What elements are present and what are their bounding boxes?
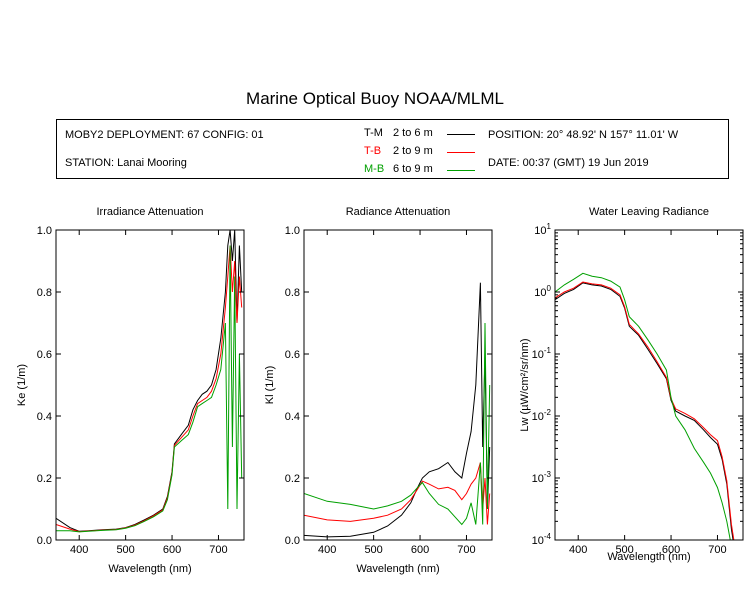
series-line-t-m <box>555 282 734 540</box>
legend-code-tm: T-M <box>364 127 383 139</box>
series-line-m-b <box>555 272 731 540</box>
y-tick-label: 0.2 <box>285 473 300 485</box>
series-line-m-b <box>56 245 243 533</box>
y-tick-label: 1.0 <box>285 225 300 237</box>
x-tick-label: 400 <box>70 544 88 556</box>
chart-2: Radiance Attenuation 400 500 600 700 0.0 0.2 0.… <box>264 206 493 575</box>
y-tick-label: 10-3 <box>532 470 552 485</box>
plot-frame <box>554 229 744 541</box>
station-text: STATION: Lanai Mooring <box>65 157 187 169</box>
y-tick-label: 10-1 <box>532 346 552 361</box>
x-axis-label: Wavelength (nm) <box>607 551 690 563</box>
date-text: DATE: 00:37 (GMT) 19 Jun 2019 <box>488 157 649 169</box>
plot-frame <box>55 229 245 541</box>
series-line-t-m <box>56 230 243 532</box>
series-line-t-b <box>555 281 735 540</box>
x-tick-label: 500 <box>364 544 382 556</box>
chart-title: Irradiance Attenuation <box>96 206 203 218</box>
y-tick-label: 101 <box>534 222 551 237</box>
y-tick-label: 0.4 <box>285 411 300 423</box>
y-tick-label: 1.0 <box>37 225 52 237</box>
x-tick-label: 500 <box>116 544 134 556</box>
y-axis-label: Lw (µW/cm²/sr/nm) <box>519 338 531 431</box>
y-tick-label: 0.6 <box>37 349 52 361</box>
series-line-t-b <box>304 462 491 525</box>
legend-line-mb <box>447 170 475 171</box>
y-tick-label: 10-2 <box>532 408 552 423</box>
page-title: Marine Optical Buoy NOAA/MLML <box>246 89 504 108</box>
x-tick-label: 600 <box>411 544 429 556</box>
x-tick-label: 700 <box>457 544 475 556</box>
legend-line-tb <box>447 152 475 153</box>
x-axis-label: Wavelength (nm) <box>108 563 191 575</box>
plot-frame <box>303 229 493 541</box>
y-axis-label: Ke (1/m) <box>16 364 28 406</box>
y-tick-label: 0.4 <box>37 411 52 423</box>
x-tick-label: 700 <box>209 544 227 556</box>
y-tick-label: 0.8 <box>37 287 52 299</box>
y-axis-label: Kl (1/m) <box>264 366 276 405</box>
y-tick-label: 0.8 <box>285 287 300 299</box>
y-tick-label: 0.0 <box>285 535 300 547</box>
series-line-t-b <box>56 245 243 533</box>
x-tick-label: 700 <box>708 544 726 556</box>
legend-code-mb: M-B <box>364 163 385 175</box>
chart-title: Water Leaving Radiance <box>589 206 709 218</box>
y-tick-label: 100 <box>534 284 551 299</box>
chart-3: Water Leaving Radiance 400 500 600 700 10-4 10… <box>519 206 744 563</box>
chart-title: Radiance Attenuation <box>346 206 451 218</box>
legend-line-tm <box>447 134 475 135</box>
series-line-m-b <box>304 322 491 526</box>
x-tick-label: 600 <box>662 544 680 556</box>
position-text: POSITION: 20° 48.92' N 157° 11.01' W <box>488 129 679 141</box>
x-tick-label: 400 <box>318 544 336 556</box>
legend-range-tb: 2 to 9 m <box>393 145 433 157</box>
y-tick-label: 0.6 <box>285 349 300 361</box>
y-tick-label: 0.2 <box>37 473 52 485</box>
deployment-text: MOBY2 DEPLOYMENT: 67 CONFIG: 01 <box>65 129 264 141</box>
chart-1: Irradiance Attenuation 400 500 600 700 0.0 0.2… <box>16 206 245 575</box>
y-tick-label: 10-4 <box>532 532 552 547</box>
x-tick-label: 400 <box>569 544 587 556</box>
legend-range-tm: 2 to 6 m <box>393 127 433 139</box>
info-box: MOBY2 DEPLOYMENT: 67 CONFIG: 01 STATION:… <box>56 119 729 179</box>
legend-range-mb: 6 to 9 m <box>393 163 433 175</box>
x-tick-label: 600 <box>163 544 181 556</box>
series-line-t-m <box>304 282 491 538</box>
x-axis-label: Wavelength (nm) <box>356 563 439 575</box>
legend-code-tb: T-B <box>364 145 382 157</box>
y-tick-label: 0.0 <box>37 535 52 547</box>
x-tick-label: 500 <box>615 544 633 556</box>
